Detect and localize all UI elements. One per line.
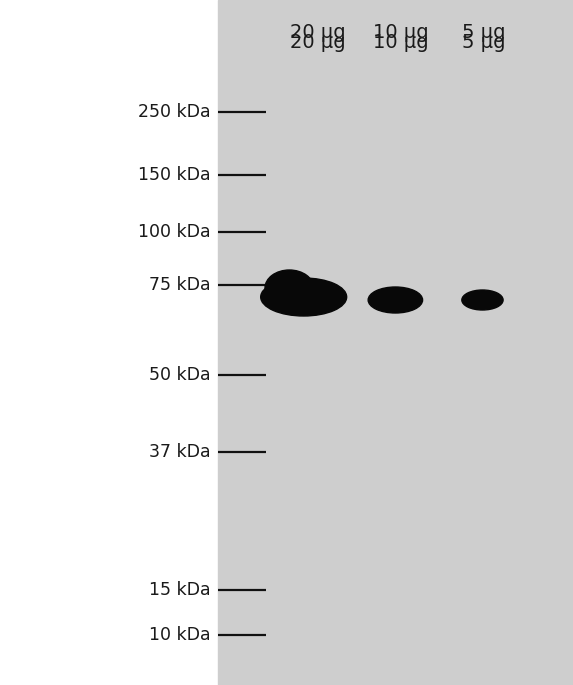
Ellipse shape: [368, 287, 422, 313]
Text: 37 kDa: 37 kDa: [149, 443, 211, 461]
Ellipse shape: [462, 290, 503, 310]
Text: 75 kDa: 75 kDa: [149, 276, 211, 294]
Text: 5 μg: 5 μg: [462, 23, 506, 42]
Text: 10 kDa: 10 kDa: [149, 626, 211, 644]
Text: 20 μg: 20 μg: [290, 33, 346, 52]
Ellipse shape: [265, 270, 314, 306]
Text: 100 kDa: 100 kDa: [138, 223, 211, 241]
Text: 10 μg: 10 μg: [373, 33, 429, 52]
Ellipse shape: [261, 278, 347, 316]
Text: 150 kDa: 150 kDa: [138, 166, 211, 184]
Text: 15 kDa: 15 kDa: [149, 581, 211, 599]
Text: 10 μg: 10 μg: [373, 23, 429, 42]
Text: 50 kDa: 50 kDa: [149, 366, 211, 384]
Text: 5 μg: 5 μg: [462, 33, 506, 52]
Text: 250 kDa: 250 kDa: [138, 103, 211, 121]
Bar: [218, 0, 573, 685]
Text: 20 μg: 20 μg: [290, 23, 346, 42]
